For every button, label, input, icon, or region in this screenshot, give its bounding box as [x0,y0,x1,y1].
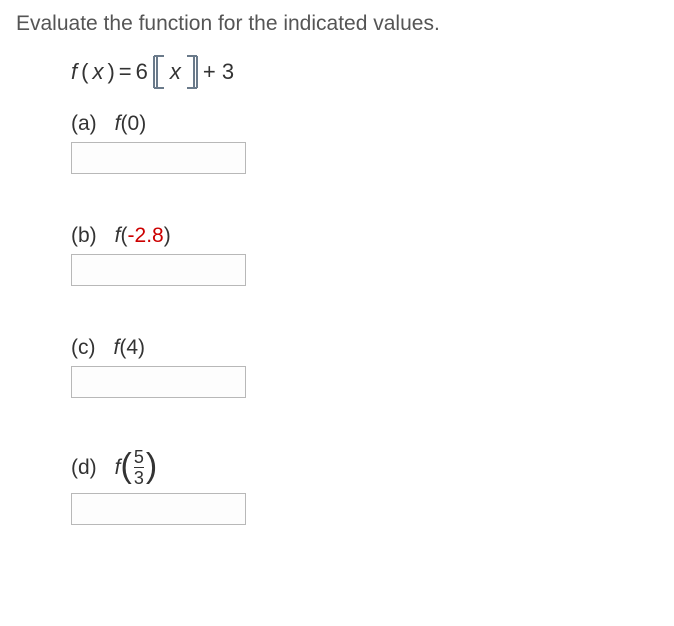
part-a-open: ( [121,112,128,135]
part-c: (c) f(4) [71,336,658,436]
part-c-answer-input[interactable] [71,366,246,398]
part-b-open: ( [121,224,128,247]
part-a-arg: 0 [128,112,140,135]
func-inner-var: x [170,59,181,85]
part-a-close: ) [139,112,146,135]
part-b: (b) f(-2.8) [71,224,658,324]
func-lhs-close: ) [107,59,114,85]
part-d-answer-input[interactable] [71,493,246,525]
floor-bracket-open-icon [152,54,166,90]
part-a-expr: f(0) [115,112,147,136]
part-d-fraction: 53 [132,448,146,487]
func-lhs-f: f [71,59,77,85]
func-tail: + 3 [203,59,234,85]
part-b-answer-input[interactable] [71,254,246,286]
part-b-close: ) [164,224,171,247]
part-b-label: (b) [71,224,97,248]
function-definition: f(x) = 6 x + 3 [71,54,658,90]
part-d-frac-den: 3 [134,467,144,487]
part-a-label: (a) [71,112,97,136]
part-c-expr: f(4) [114,336,146,360]
part-b-expr: f(-2.8) [115,224,171,248]
func-equals: = [119,59,132,85]
part-c-label: (c) [71,336,96,360]
part-d-label: (d) [71,456,97,480]
func-lhs-var: x [92,59,103,85]
question-content: f(x) = 6 x + 3 (a) f(0) (b) [71,54,658,535]
func-coef: 6 [136,59,148,85]
floor-bracket-close-icon [185,54,199,90]
part-d-f: f [115,456,121,480]
part-c-close: ) [138,336,145,359]
part-a: (a) f(0) [71,112,658,212]
part-c-arg: 4 [126,336,138,359]
func-lhs-open: ( [81,59,88,85]
question-prompt: Evaluate the function for the indicated … [16,12,658,36]
part-d: (d) f(53) [71,448,658,535]
part-b-arg: -2.8 [128,224,164,247]
part-d-frac-num: 5 [134,448,144,467]
part-d-expr: f(53) [115,448,158,487]
part-a-answer-input[interactable] [71,142,246,174]
